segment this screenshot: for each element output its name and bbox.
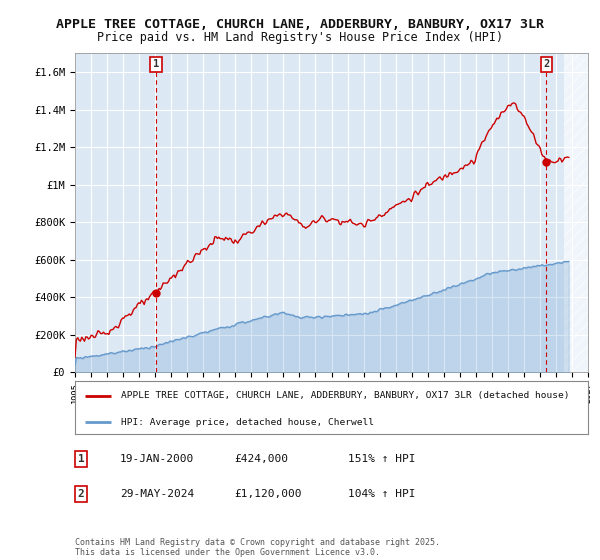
Text: 1: 1 bbox=[153, 59, 159, 69]
Text: APPLE TREE COTTAGE, CHURCH LANE, ADDERBURY, BANBURY, OX17 3LR (detached house): APPLE TREE COTTAGE, CHURCH LANE, ADDERBU… bbox=[121, 391, 569, 400]
Text: 151% ↑ HPI: 151% ↑ HPI bbox=[348, 454, 415, 464]
Text: Price paid vs. HM Land Registry's House Price Index (HPI): Price paid vs. HM Land Registry's House … bbox=[97, 31, 503, 44]
Text: Contains HM Land Registry data © Crown copyright and database right 2025.
This d: Contains HM Land Registry data © Crown c… bbox=[75, 538, 440, 557]
Text: 29-MAY-2024: 29-MAY-2024 bbox=[120, 489, 194, 499]
Text: 19-JAN-2000: 19-JAN-2000 bbox=[120, 454, 194, 464]
Text: 1: 1 bbox=[77, 454, 85, 464]
Text: HPI: Average price, detached house, Cherwell: HPI: Average price, detached house, Cher… bbox=[121, 418, 374, 427]
Text: APPLE TREE COTTAGE, CHURCH LANE, ADDERBURY, BANBURY, OX17 3LR: APPLE TREE COTTAGE, CHURCH LANE, ADDERBU… bbox=[56, 18, 544, 31]
Text: £424,000: £424,000 bbox=[234, 454, 288, 464]
Text: 2: 2 bbox=[77, 489, 85, 499]
Text: 104% ↑ HPI: 104% ↑ HPI bbox=[348, 489, 415, 499]
Text: 2: 2 bbox=[544, 59, 550, 69]
Bar bbox=[564, 53, 588, 372]
Text: £1,120,000: £1,120,000 bbox=[234, 489, 302, 499]
